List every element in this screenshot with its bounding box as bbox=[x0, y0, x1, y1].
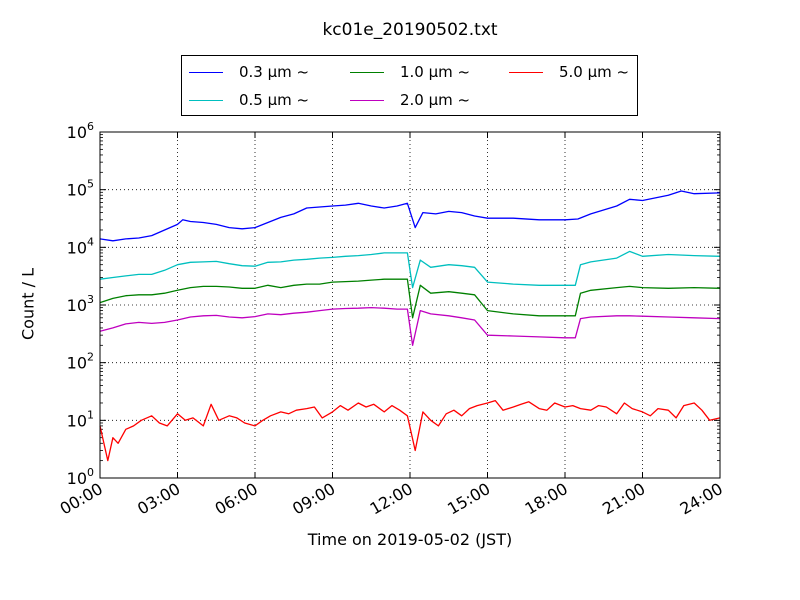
legend-entry-4: 2.0 μm ~ bbox=[350, 90, 470, 110]
y-tick-label: 104 bbox=[67, 235, 94, 257]
series-line-4 bbox=[99, 399, 721, 462]
legend-label: 1.0 μm ~ bbox=[400, 63, 471, 81]
x-tick-label: 21:00 bbox=[599, 479, 648, 519]
legend-entry-1: 1.0 μm ~ bbox=[350, 62, 470, 82]
chart-title: kc01e_20190502.txt bbox=[322, 20, 498, 40]
y-tick-label: 103 bbox=[67, 293, 94, 315]
legend-label: 0.3 μm ~ bbox=[239, 63, 310, 81]
x-tick-label: 03:00 bbox=[134, 479, 183, 519]
legend-swatch bbox=[189, 71, 223, 73]
y-tick-label: 105 bbox=[67, 178, 94, 200]
legend-entry-2: 5.0 μm ~ bbox=[509, 62, 629, 82]
series-line-1 bbox=[99, 278, 721, 319]
legend-label: 2.0 μm ~ bbox=[400, 91, 471, 109]
legend-swatch bbox=[350, 99, 384, 101]
y-tick-label: 106 bbox=[67, 120, 94, 142]
x-tick-label: 15:00 bbox=[444, 479, 493, 519]
legend-swatch bbox=[350, 71, 384, 73]
legend-swatch bbox=[189, 99, 223, 101]
series-line-2 bbox=[99, 250, 721, 289]
legend-label: 0.5 μm ~ bbox=[239, 91, 310, 109]
y-tick-label: 101 bbox=[67, 408, 94, 430]
series-line-3 bbox=[99, 306, 721, 346]
chart-legend: 0.3 μm ~ 1.0 μm ~ 5.0 μm ~ 0.5 μm ~ 2.0 … bbox=[181, 55, 638, 116]
legend-swatch bbox=[509, 71, 543, 73]
x-tick-label: 12:00 bbox=[367, 479, 416, 519]
y-tick-label: 100 bbox=[67, 466, 94, 488]
x-axis-label: Time on 2019-05-02 (JST) bbox=[307, 530, 513, 549]
x-tick-label: 06:00 bbox=[212, 479, 261, 519]
series-line-0 bbox=[99, 190, 721, 242]
legend-entry-0: 0.3 μm ~ bbox=[189, 62, 309, 82]
x-tick-label: 09:00 bbox=[289, 479, 338, 519]
y-tick-label: 102 bbox=[67, 351, 94, 373]
x-tick-label: 18:00 bbox=[522, 479, 571, 519]
legend-entry-3: 0.5 μm ~ bbox=[189, 90, 309, 110]
legend-label: 5.0 μm ~ bbox=[559, 63, 630, 81]
y-axis-label: Count / L bbox=[18, 268, 38, 340]
x-tick-label: 24:00 bbox=[677, 479, 726, 519]
